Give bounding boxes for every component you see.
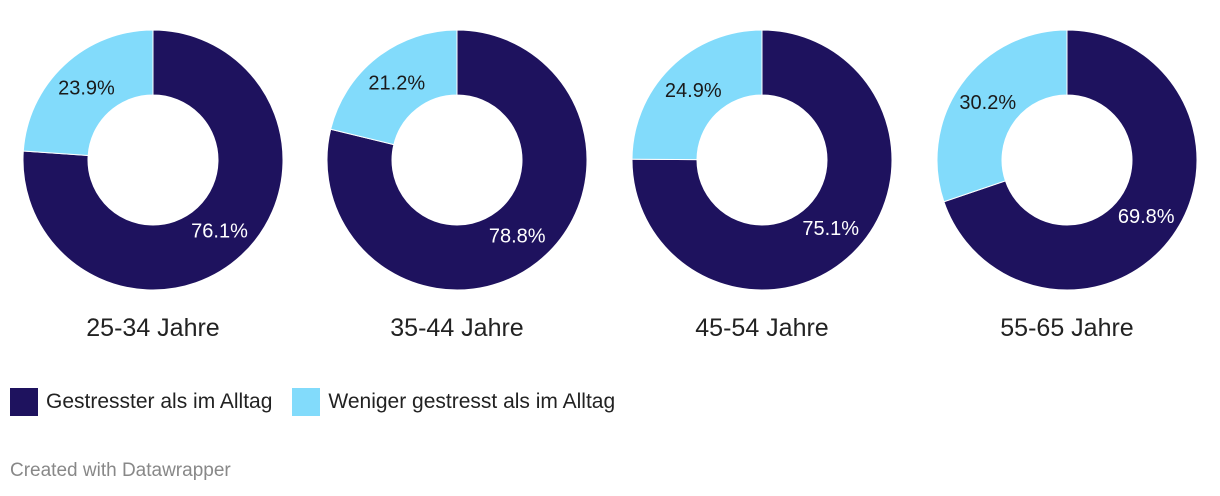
legend: Gestresster als im Alltag Weniger gestre… [10,388,615,416]
legend-swatch-gestresster [10,388,38,416]
chart-title-1: 35-44 Jahre [390,314,523,342]
donut-slice-1-0 [326,29,588,291]
donut-chart-2: 75.1% 24.9% 45-54 Jahre [631,29,893,342]
donut-chart-0: 76.1% 23.9% 25-34 Jahre [22,29,284,342]
slice-label-1-1: 21.2% [368,72,425,94]
legend-item-weniger-gestresst: Weniger gestresst als im Alltag [292,388,615,416]
slice-label-3-0: 69.8% [1118,206,1175,228]
donut-slice-3-0 [943,29,1198,291]
donut-slice-1-1 [330,29,458,146]
chart-title-0: 25-34 Jahre [86,314,219,342]
donut-chart-1: 78.8% 21.2% 35-44 Jahre [326,29,588,342]
legend-label-gestresster: Gestresster als im Alltag [46,390,273,413]
donut-charts: 76.1% 23.9% 25-34 Jahre 78.8% 21.2% 35-44 Jah… [22,29,1198,342]
chart-title-3: 55-65 Jahre [1000,314,1133,342]
donut-slice-0-1 [22,29,154,157]
slice-label-0-1: 23.9% [58,78,115,100]
footer-credit: Created with Datawrapper [10,460,231,481]
donut-slice-2-1 [631,29,763,161]
donut-slice-0-0 [22,29,284,291]
chart-title-2: 45-54 Jahre [695,314,828,342]
donut-chart-3: 69.8% 30.2% 55-65 Jahre [936,29,1198,342]
legend-item-gestresster: Gestresster als im Alltag [10,388,272,416]
slice-label-3-1: 30.2% [959,92,1016,114]
donut-slice-2-0 [631,29,893,291]
slice-label-2-1: 24.9% [665,80,722,102]
donut-slice-3-1 [936,29,1068,203]
legend-swatch-weniger-gestresst [292,388,321,416]
slice-label-0-0: 76.1% [191,220,248,242]
legend-label-weniger-gestresst: Weniger gestresst als im Alltag [328,390,616,413]
slice-label-1-0: 78.8% [489,226,546,248]
slice-label-2-0: 75.1% [802,218,859,240]
